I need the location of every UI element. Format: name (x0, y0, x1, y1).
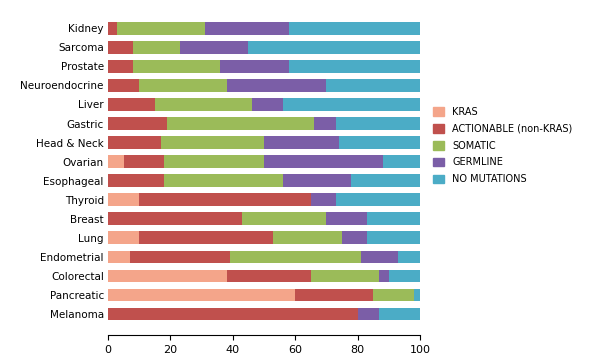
Bar (414, 289, 420, 301)
Bar (139, 193, 311, 206)
Bar (264, 155, 383, 168)
Bar (220, 60, 289, 72)
Bar (283, 174, 352, 187)
Bar (124, 155, 164, 168)
Bar (295, 289, 373, 301)
Bar (336, 117, 420, 130)
Bar (108, 117, 167, 130)
Bar (108, 136, 161, 149)
Bar (227, 270, 311, 282)
Bar (389, 270, 420, 282)
Bar (274, 232, 342, 244)
Bar (367, 213, 420, 225)
Bar (379, 270, 389, 282)
Bar (379, 308, 420, 320)
Bar (342, 232, 367, 244)
Bar (155, 98, 251, 111)
Bar (289, 22, 420, 35)
Bar (352, 174, 420, 187)
Bar (108, 270, 227, 282)
Bar (108, 174, 164, 187)
Legend: KRAS, ACTIONABLE (non-KRAS), SOMATIC, GERMLINE, NO MUTATIONS: KRAS, ACTIONABLE (non-KRAS), SOMATIC, GE… (431, 105, 574, 186)
Bar (373, 289, 414, 301)
Bar (108, 79, 139, 92)
Bar (108, 250, 130, 263)
Bar (230, 250, 361, 263)
Bar (289, 60, 420, 72)
Bar (108, 60, 133, 72)
Bar (108, 155, 124, 168)
Bar (108, 98, 155, 111)
Bar (367, 232, 420, 244)
Bar (283, 98, 420, 111)
Bar (164, 155, 264, 168)
Bar (133, 60, 220, 72)
Bar (161, 136, 264, 149)
Bar (164, 174, 283, 187)
Bar (139, 232, 274, 244)
Bar (227, 79, 326, 92)
Bar (398, 250, 420, 263)
Bar (133, 41, 180, 54)
Bar (108, 41, 133, 54)
Bar (108, 213, 242, 225)
Bar (311, 270, 379, 282)
Bar (326, 79, 420, 92)
Bar (167, 117, 314, 130)
Bar (130, 250, 230, 263)
Bar (180, 41, 248, 54)
Bar (118, 22, 205, 35)
Bar (205, 22, 289, 35)
Bar (248, 41, 420, 54)
Bar (264, 136, 339, 149)
Bar (358, 308, 379, 320)
Bar (251, 98, 283, 111)
Bar (336, 193, 420, 206)
Bar (339, 136, 420, 149)
Bar (311, 193, 336, 206)
Bar (139, 79, 227, 92)
Bar (361, 250, 398, 263)
Bar (383, 155, 420, 168)
Bar (108, 22, 118, 35)
Bar (108, 193, 139, 206)
Bar (108, 308, 358, 320)
Bar (314, 117, 336, 130)
Bar (108, 232, 139, 244)
Bar (326, 213, 367, 225)
Bar (108, 289, 295, 301)
Bar (242, 213, 326, 225)
